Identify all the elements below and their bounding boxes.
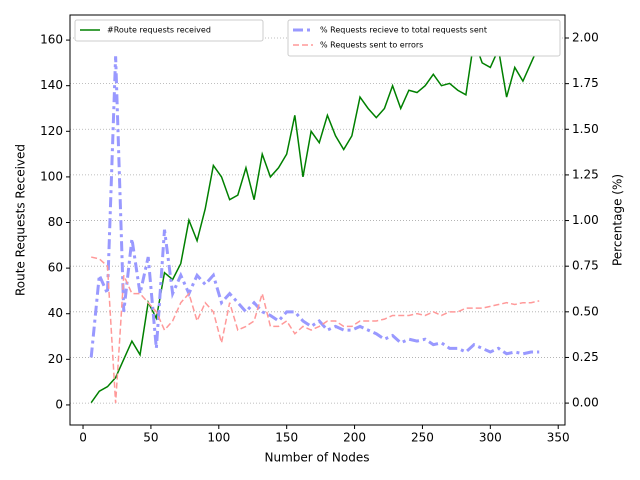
x-tick-label: 200: [343, 431, 366, 445]
x-tick-label: 250: [411, 431, 434, 445]
series-line: [89, 56, 540, 358]
x-axis-label: Number of Nodes: [265, 451, 370, 465]
y-tick-label: 160: [40, 33, 63, 47]
y-tick-label: 20: [48, 352, 63, 366]
x-tick-label: 0: [79, 431, 87, 445]
x-tick-label: 300: [479, 431, 502, 445]
legend: % Requests recieve to total requests sen…: [287, 19, 561, 57]
y-axis-label: Route Requests Received: [14, 144, 28, 296]
series-line: [91, 256, 540, 404]
y-tick-label: 0: [55, 397, 63, 411]
y2-tick-label: 1.75: [572, 76, 599, 90]
x-tick-label: 50: [143, 431, 158, 445]
y-tick-label: 60: [48, 261, 63, 275]
x-tick-label: 100: [207, 431, 230, 445]
legend-label: % Requests sent to errors: [320, 41, 423, 50]
y2-tick-label: 0.25: [572, 350, 599, 364]
y-tick-label: 120: [40, 124, 63, 138]
y2-axis-label: Percentage (%): [611, 174, 625, 266]
y2-tick-label: 1.00: [572, 213, 599, 227]
y2-tick-label: 0.75: [572, 259, 599, 273]
series-line: [90, 39, 540, 404]
y2-tick-label: 0.50: [572, 304, 599, 318]
y2-tick-label: 1.25: [572, 167, 599, 181]
y2-tick-label: 1.50: [572, 122, 599, 136]
legend-label: % Requests recieve to total requests sen…: [320, 26, 487, 35]
legend-label: #Route requests received: [107, 26, 211, 35]
y2-tick-label: 2.00: [572, 31, 599, 45]
x-tick-label: 150: [275, 431, 298, 445]
y-tick-label: 100: [40, 169, 63, 183]
y-tick-label: 140: [40, 78, 63, 92]
x-tick-label: 350: [547, 431, 570, 445]
legend-box: [74, 19, 264, 42]
y-tick-label: 80: [48, 215, 63, 229]
y2-tick-label: 0.00: [572, 396, 599, 410]
y-tick-label: 40: [48, 306, 63, 320]
legend-box: [287, 19, 561, 57]
legend: #Route requests received: [74, 19, 264, 42]
plot-frame: [69, 14, 566, 426]
